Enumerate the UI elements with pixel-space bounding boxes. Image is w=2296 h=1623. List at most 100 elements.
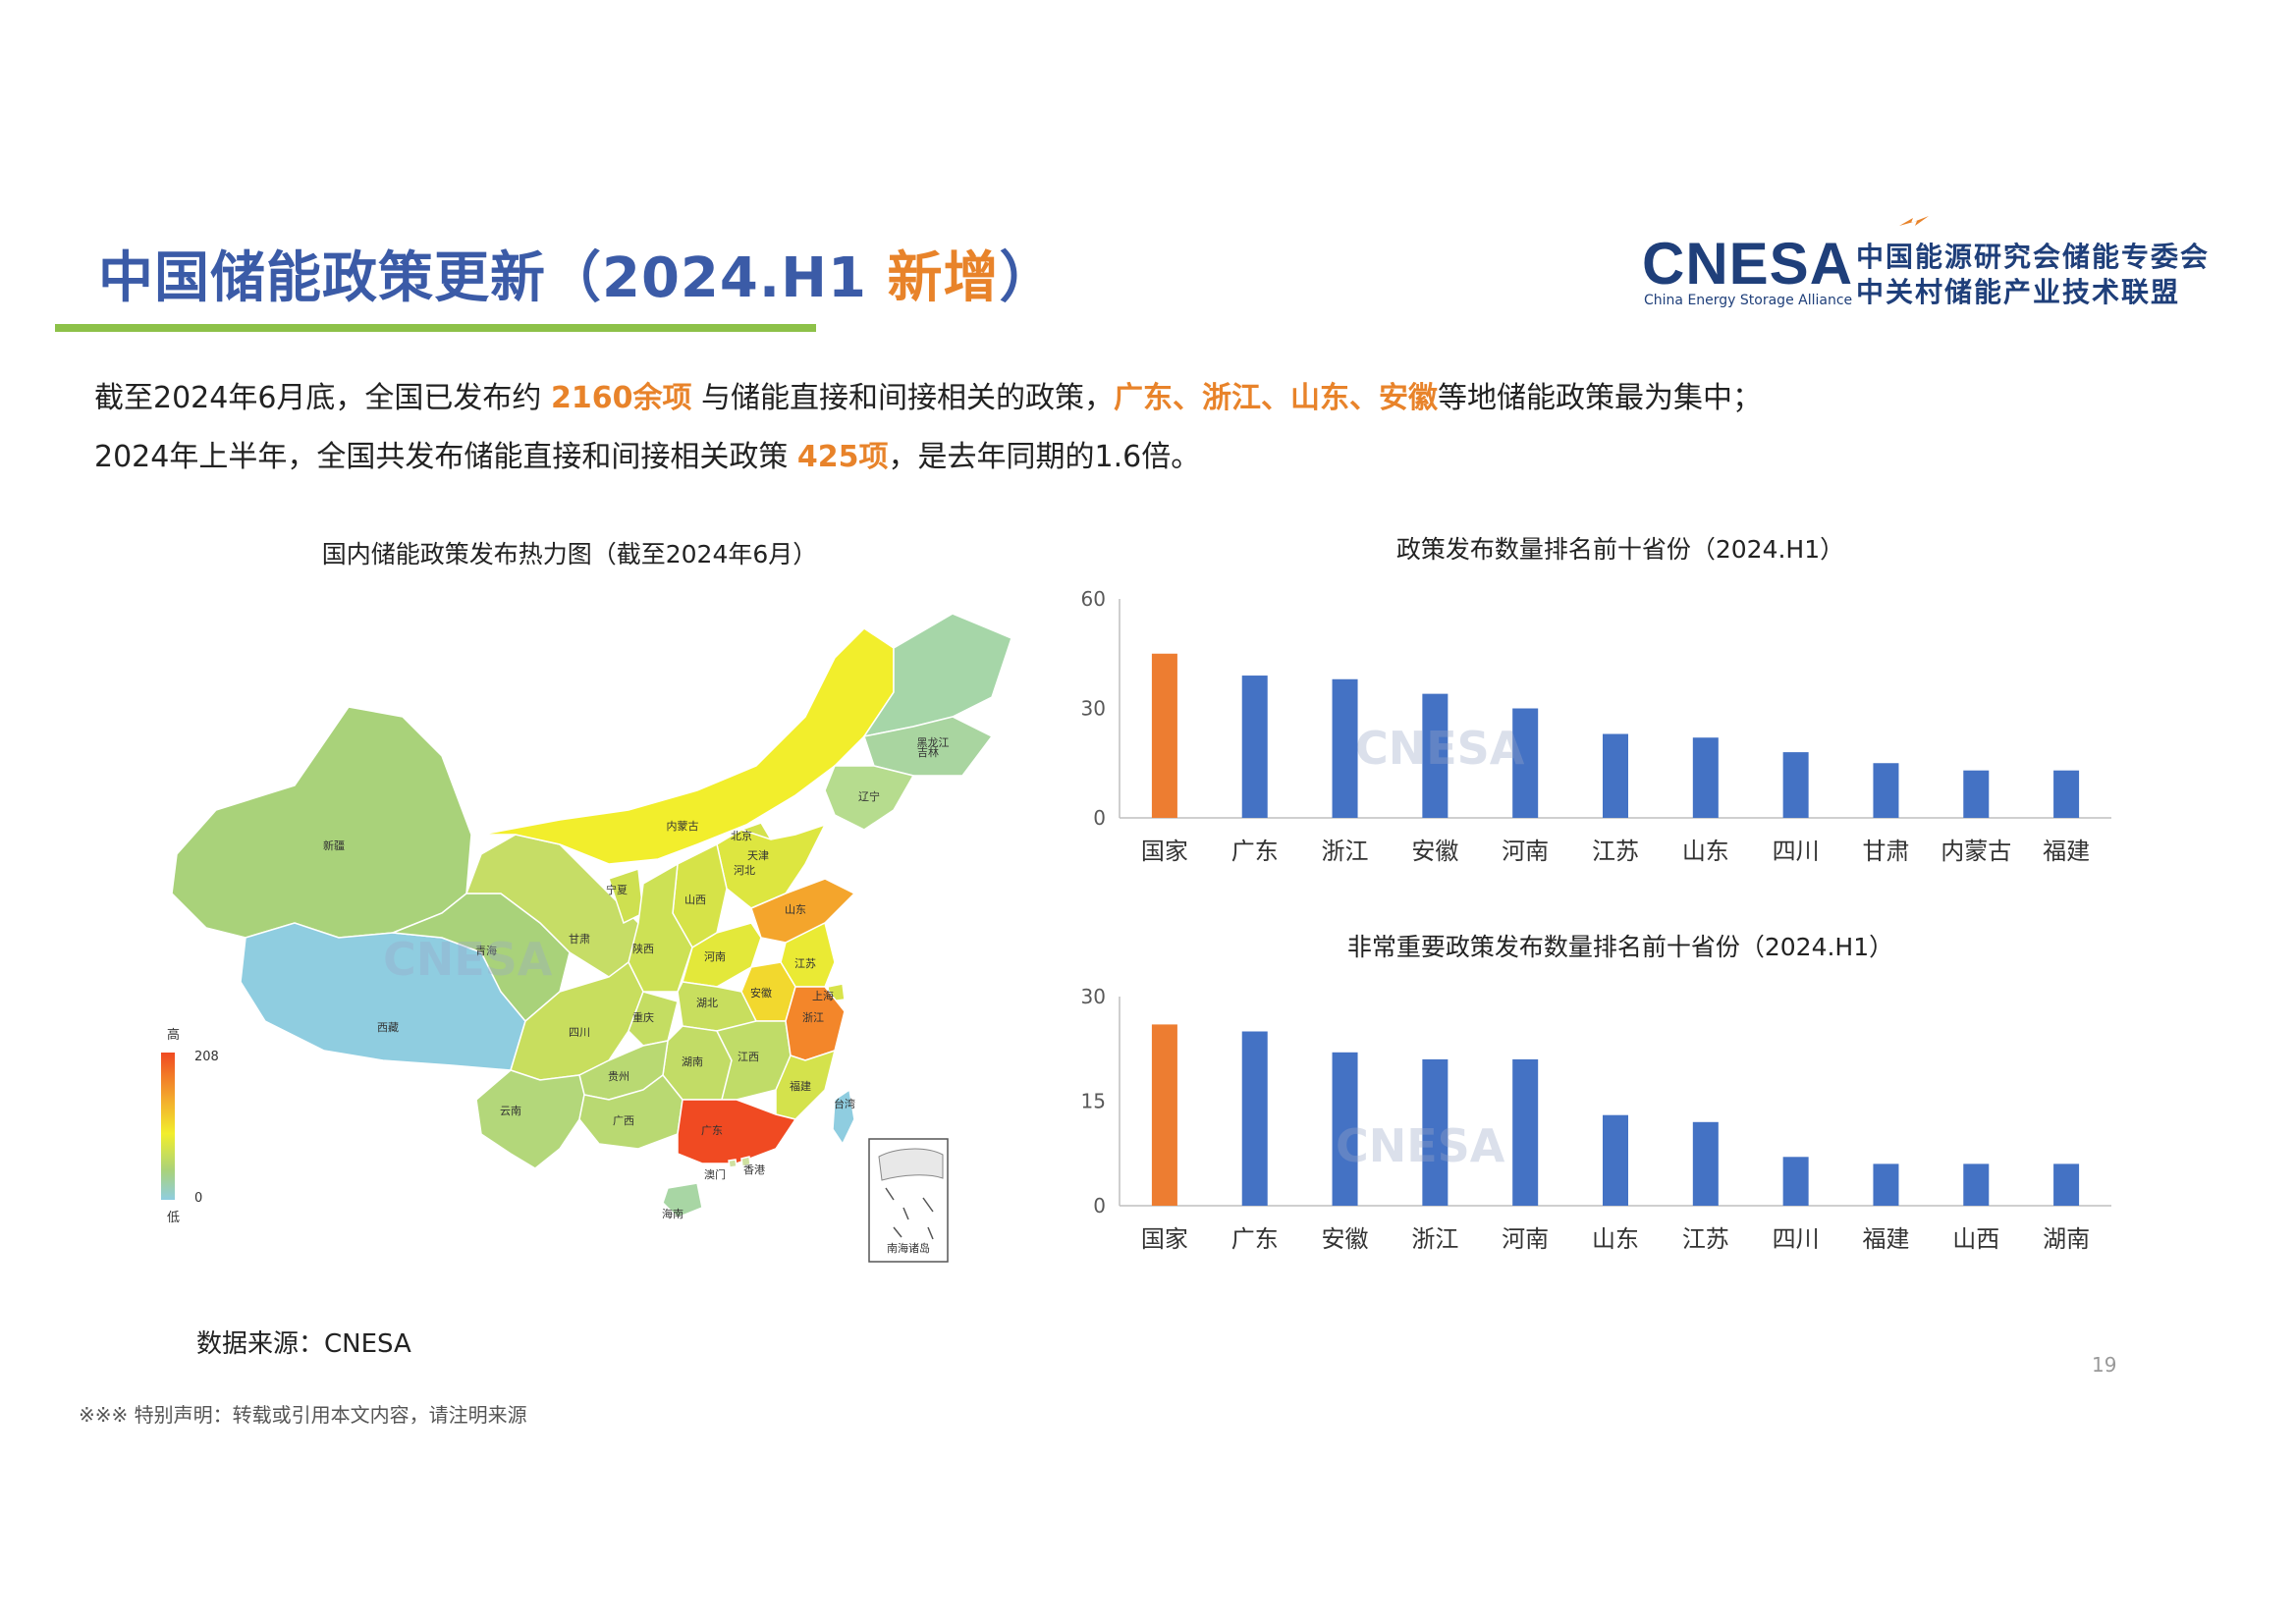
bar-chart-1-svg: 0 30 60 国家 广东 浙江 安徽 河南 江苏 山东 四川 甘肃 内蒙古 福建 xyxy=(1081,587,2111,865)
bar xyxy=(1963,1163,1990,1206)
bar-chart-1-title: 政策发布数量排名前十省份（2024.H1） xyxy=(1395,535,1845,564)
province-label: 吉林 xyxy=(917,745,939,759)
bar xyxy=(1332,1052,1358,1206)
province-region xyxy=(628,991,679,1047)
x-tick-label: 安徽 xyxy=(1322,1225,1369,1253)
province-label: 陕西 xyxy=(632,942,654,955)
province-label: 广西 xyxy=(613,1114,634,1127)
x-tick-label: 四川 xyxy=(1773,838,1820,865)
y-tick-label: 15 xyxy=(1081,1090,1106,1113)
province-label: 内蒙古 xyxy=(667,819,699,833)
bar-chart-2: 0 15 30 国家 广东 安徽 浙江 河南 山东 江苏 四川 福建 山西 湖南 CNESA xyxy=(1041,972,2141,1267)
bar xyxy=(1782,1157,1809,1206)
bar xyxy=(1603,1114,1628,1206)
x-tick-label: 山东 xyxy=(1592,1225,1639,1253)
intro-text: 截至2024年6月底，全国已发布约 xyxy=(94,381,551,415)
intro-highlight: 广东、浙江、山东、安徽 xyxy=(1114,381,1439,415)
province-label: 澳门 xyxy=(704,1167,726,1181)
page-number: 19 xyxy=(2092,1353,2117,1377)
bar xyxy=(1873,1163,1899,1206)
province-label: 湖北 xyxy=(696,997,718,1009)
province-region xyxy=(677,1099,797,1164)
x-tick-label: 内蒙古 xyxy=(1941,838,2011,865)
province-label: 新疆 xyxy=(323,839,345,852)
cnesa-logo: CNESA China Energy Storage Alliance 中国能源… xyxy=(1642,216,2231,308)
bar xyxy=(1422,1058,1449,1206)
province-label: 上海 xyxy=(812,989,834,1002)
y-tick-label: 0 xyxy=(1093,1194,1106,1217)
heat-map: 新疆 西藏 青海 甘肃 内蒙古 黑龙江 吉林 辽宁 北京 天津 河北 宁夏 山西 陕西 山东 河南 江苏 安徽 上海… xyxy=(147,599,1012,1286)
y-tick-label: 0 xyxy=(1093,806,1106,830)
logo-mark: CNESA xyxy=(1642,231,1854,297)
province-label: 广东 xyxy=(701,1124,723,1137)
bar xyxy=(1241,1031,1268,1206)
province-label: 辽宁 xyxy=(858,789,880,803)
intro-text: 等地储能政策最为集中； xyxy=(1438,381,1763,415)
y-tick-label: 60 xyxy=(1081,587,1106,611)
map-title: 国内储能政策发布热力图（截至2024年6月） xyxy=(321,540,818,568)
bar xyxy=(1782,752,1809,818)
province-region xyxy=(662,1182,703,1218)
x-tick-label: 广东 xyxy=(1231,1225,1279,1253)
bar xyxy=(1603,733,1628,818)
data-source: 数据来源：CNESA xyxy=(196,1329,411,1359)
province-region xyxy=(740,1156,751,1167)
x-tick-label: 山东 xyxy=(1682,838,1729,865)
province-label: 海南 xyxy=(662,1207,683,1220)
x-tick-label: 四川 xyxy=(1773,1225,1820,1253)
page-title-main: 中国储能政策更新（2024.H1 xyxy=(98,246,888,310)
province-label: 浙江 xyxy=(802,1011,824,1024)
bar-chart-2-title: 非常重要政策发布数量排名前十省份（2024.H1） xyxy=(1346,933,1894,961)
bar-chart-2-svg: 0 15 30 国家 广东 安徽 浙江 河南 山东 江苏 四川 福建 山西 湖南 xyxy=(1081,985,2111,1253)
x-tick-label: 福建 xyxy=(1862,1225,1909,1253)
province-region xyxy=(392,893,571,1023)
province-label: 福建 xyxy=(790,1079,811,1093)
province-label: 四川 xyxy=(569,1026,590,1039)
intro-line-2: 2024年上半年，全国共发布储能直接和间接相关政策 425项，是去年同期的1.6… xyxy=(94,432,1200,475)
title-underline xyxy=(55,324,816,332)
province-label: 西藏 xyxy=(377,1021,399,1034)
inset-label: 南海诸岛 xyxy=(887,1241,930,1255)
province-region xyxy=(832,1088,855,1146)
page-title-end: ） xyxy=(999,246,1056,310)
intro-text: 2024年上半年，全国共发布储能直接和间接相关政策 xyxy=(94,440,797,474)
province-label: 青海 xyxy=(475,944,497,957)
bar xyxy=(1422,693,1449,818)
x-tick-label: 福建 xyxy=(2043,838,2090,865)
x-tick-label: 江苏 xyxy=(1592,838,1639,865)
province-label: 江西 xyxy=(738,1051,759,1063)
province-region xyxy=(728,1159,738,1168)
x-tick-label: 河南 xyxy=(1502,838,1549,865)
x-tick-label: 河南 xyxy=(1502,1225,1549,1253)
province-label: 河北 xyxy=(734,864,755,877)
x-tick-label: 浙江 xyxy=(1411,1225,1458,1253)
bar xyxy=(2053,1163,2080,1206)
province-label: 河南 xyxy=(704,950,726,963)
bar xyxy=(1241,676,1268,818)
province-region xyxy=(824,765,915,831)
map-legend: 高 208 0 低 xyxy=(161,1027,219,1225)
x-tick-label: 湖南 xyxy=(2043,1225,2090,1253)
province-label: 天津 xyxy=(747,849,769,862)
province-label: 山东 xyxy=(785,903,806,916)
bar xyxy=(1332,678,1358,818)
province-label: 湖南 xyxy=(682,1055,703,1068)
bar xyxy=(1692,737,1719,818)
bar-chart-1: 0 30 60 国家 广东 浙江 安徽 河南 江苏 山东 四川 甘肃 内蒙古 福建 CNESA xyxy=(1041,574,2141,879)
logo-cn-line2: 中关村储能产业技术联盟 xyxy=(1856,276,2181,308)
x-tick-label: 国家 xyxy=(1141,838,1188,865)
x-tick-label: 甘肃 xyxy=(1862,838,1909,865)
bar xyxy=(1873,763,1899,818)
province-region xyxy=(750,878,856,944)
province-label: 台湾 xyxy=(834,1097,855,1110)
legend-high-label: 高 xyxy=(167,1027,180,1043)
province-label: 北京 xyxy=(731,829,752,842)
bar xyxy=(1963,770,1990,818)
legend-gradient xyxy=(161,1053,175,1200)
legend-min-label: 0 xyxy=(194,1191,202,1206)
intro-text: ，是去年同期的1.6倍。 xyxy=(888,440,1201,474)
x-tick-label: 浙江 xyxy=(1322,838,1369,865)
province-label: 贵州 xyxy=(608,1070,629,1083)
